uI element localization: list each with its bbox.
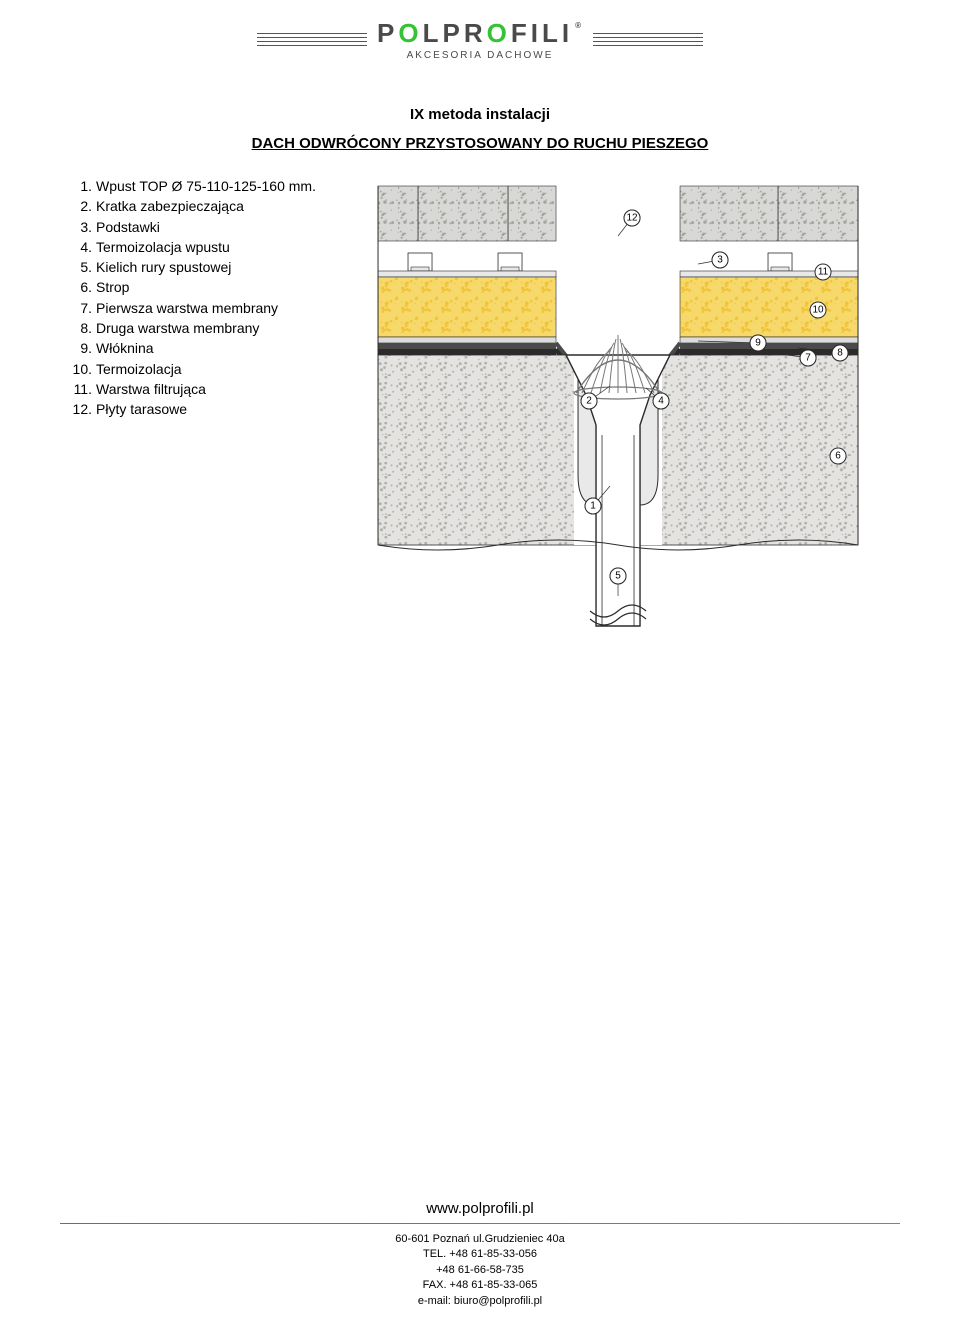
logo-mid: LPR: [423, 18, 487, 48]
diagram-svg: 1231110987246151232415978: [346, 176, 890, 636]
title-line2: DACH ODWRÓCONY PRZYSTOSOWANY DO RUCHU PI…: [0, 135, 960, 152]
page-footer: www.polprofili.pl 60-601 Poznań ul.Grudz…: [0, 1198, 960, 1309]
footer-rule: [60, 1223, 900, 1224]
footer-tel: TEL. +48 61-85-33-056: [0, 1247, 960, 1262]
list-item: 6. Strop: [70, 277, 316, 297]
list-item: 10. Termoizolacja: [70, 359, 316, 379]
diagram: 1231110987246151232415978: [346, 176, 890, 636]
content-row: 1. Wpust TOP Ø 75-110-125-160 mm.2. Krat…: [0, 176, 960, 636]
legend-list: 1. Wpust TOP Ø 75-110-125-160 mm.2. Krat…: [70, 176, 316, 636]
svg-text:6: 6: [835, 451, 841, 462]
list-item: 11. Warstwa filtrująca: [70, 379, 316, 399]
svg-text:12: 12: [626, 213, 638, 224]
svg-text:11: 11: [818, 267, 829, 278]
list-num: 8.: [70, 318, 96, 338]
list-item: 3. Podstawki: [70, 217, 316, 237]
list-num: 3.: [70, 217, 96, 237]
list-num: 11.: [70, 379, 96, 399]
list-num: 2.: [70, 196, 96, 216]
list-text: Termoizolacja: [96, 359, 182, 379]
svg-text:4: 4: [658, 396, 664, 407]
svg-text:3: 3: [717, 255, 723, 266]
list-text: Strop: [96, 277, 129, 297]
list-text: Wpust TOP Ø 75-110-125-160 mm.: [96, 176, 316, 196]
list-text: Druga warstwa membrany: [96, 318, 259, 338]
list-num: 1.: [70, 176, 96, 196]
footer-url: www.polprofili.pl: [0, 1198, 960, 1219]
list-item: 5. Kielich rury spustowej: [70, 257, 316, 277]
svg-text:9: 9: [755, 338, 761, 349]
logo-o2: O: [487, 18, 511, 48]
svg-text:5: 5: [615, 571, 621, 582]
page-header: POLPROFILI® AKCESORIA DACHOWE: [0, 0, 960, 61]
list-num: 6.: [70, 277, 96, 297]
logo-center: POLPROFILI® AKCESORIA DACHOWE: [377, 18, 583, 61]
logo-lines-right: [593, 33, 703, 47]
svg-text:1: 1: [590, 501, 596, 512]
list-item: 12. Płyty tarasowe: [70, 399, 316, 419]
logo-text: POLPROFILI®: [377, 18, 583, 49]
logo-subtitle: AKCESORIA DACHOWE: [377, 50, 583, 61]
list-num: 5.: [70, 257, 96, 277]
footer-tel2: +48 61-66-58-735: [0, 1263, 960, 1278]
svg-text:2: 2: [586, 396, 592, 407]
list-item: 8. Druga warstwa membrany: [70, 318, 316, 338]
logo-o1: O: [398, 18, 422, 48]
list-item: 9. Włóknina: [70, 338, 316, 358]
footer-addr: 60-601 Poznań ul.Grudzieniec 40a: [0, 1232, 960, 1247]
svg-text:7: 7: [805, 353, 811, 364]
list-text: Termoizolacja wpustu: [96, 237, 230, 257]
list-text: Płyty tarasowe: [96, 399, 187, 419]
list-text: Pierwsza warstwa membrany: [96, 298, 278, 318]
logo-lines-left: [257, 33, 367, 47]
logo-post: FILI: [511, 18, 573, 48]
logo: POLPROFILI® AKCESORIA DACHOWE: [257, 18, 703, 61]
list-num: 12.: [70, 399, 96, 419]
list-text: Włóknina: [96, 338, 154, 358]
title-line1: IX metoda instalacji: [0, 106, 960, 123]
footer-fax: FAX. +48 61-85-33-065: [0, 1278, 960, 1293]
title-block: IX metoda instalacji DACH ODWRÓCONY PRZY…: [0, 106, 960, 152]
footer-email: e-mail: biuro@polprofili.pl: [0, 1294, 960, 1309]
list-item: 4. Termoizolacja wpustu: [70, 237, 316, 257]
list-num: 10.: [70, 359, 96, 379]
list-num: 4.: [70, 237, 96, 257]
list-item: 7. Pierwsza warstwa membrany: [70, 298, 316, 318]
svg-text:10: 10: [812, 305, 824, 316]
list-num: 9.: [70, 338, 96, 358]
list-item: 1. Wpust TOP Ø 75-110-125-160 mm.: [70, 176, 316, 196]
list-num: 7.: [70, 298, 96, 318]
list-item: 2. Kratka zabezpieczająca: [70, 196, 316, 216]
list-text: Kielich rury spustowej: [96, 257, 231, 277]
list-text: Kratka zabezpieczająca: [96, 196, 244, 216]
logo-pre: P: [377, 18, 398, 48]
logo-reg: ®: [575, 21, 585, 30]
list-text: Warstwa filtrująca: [96, 379, 206, 399]
svg-text:8: 8: [837, 348, 843, 359]
list-text: Podstawki: [96, 217, 160, 237]
